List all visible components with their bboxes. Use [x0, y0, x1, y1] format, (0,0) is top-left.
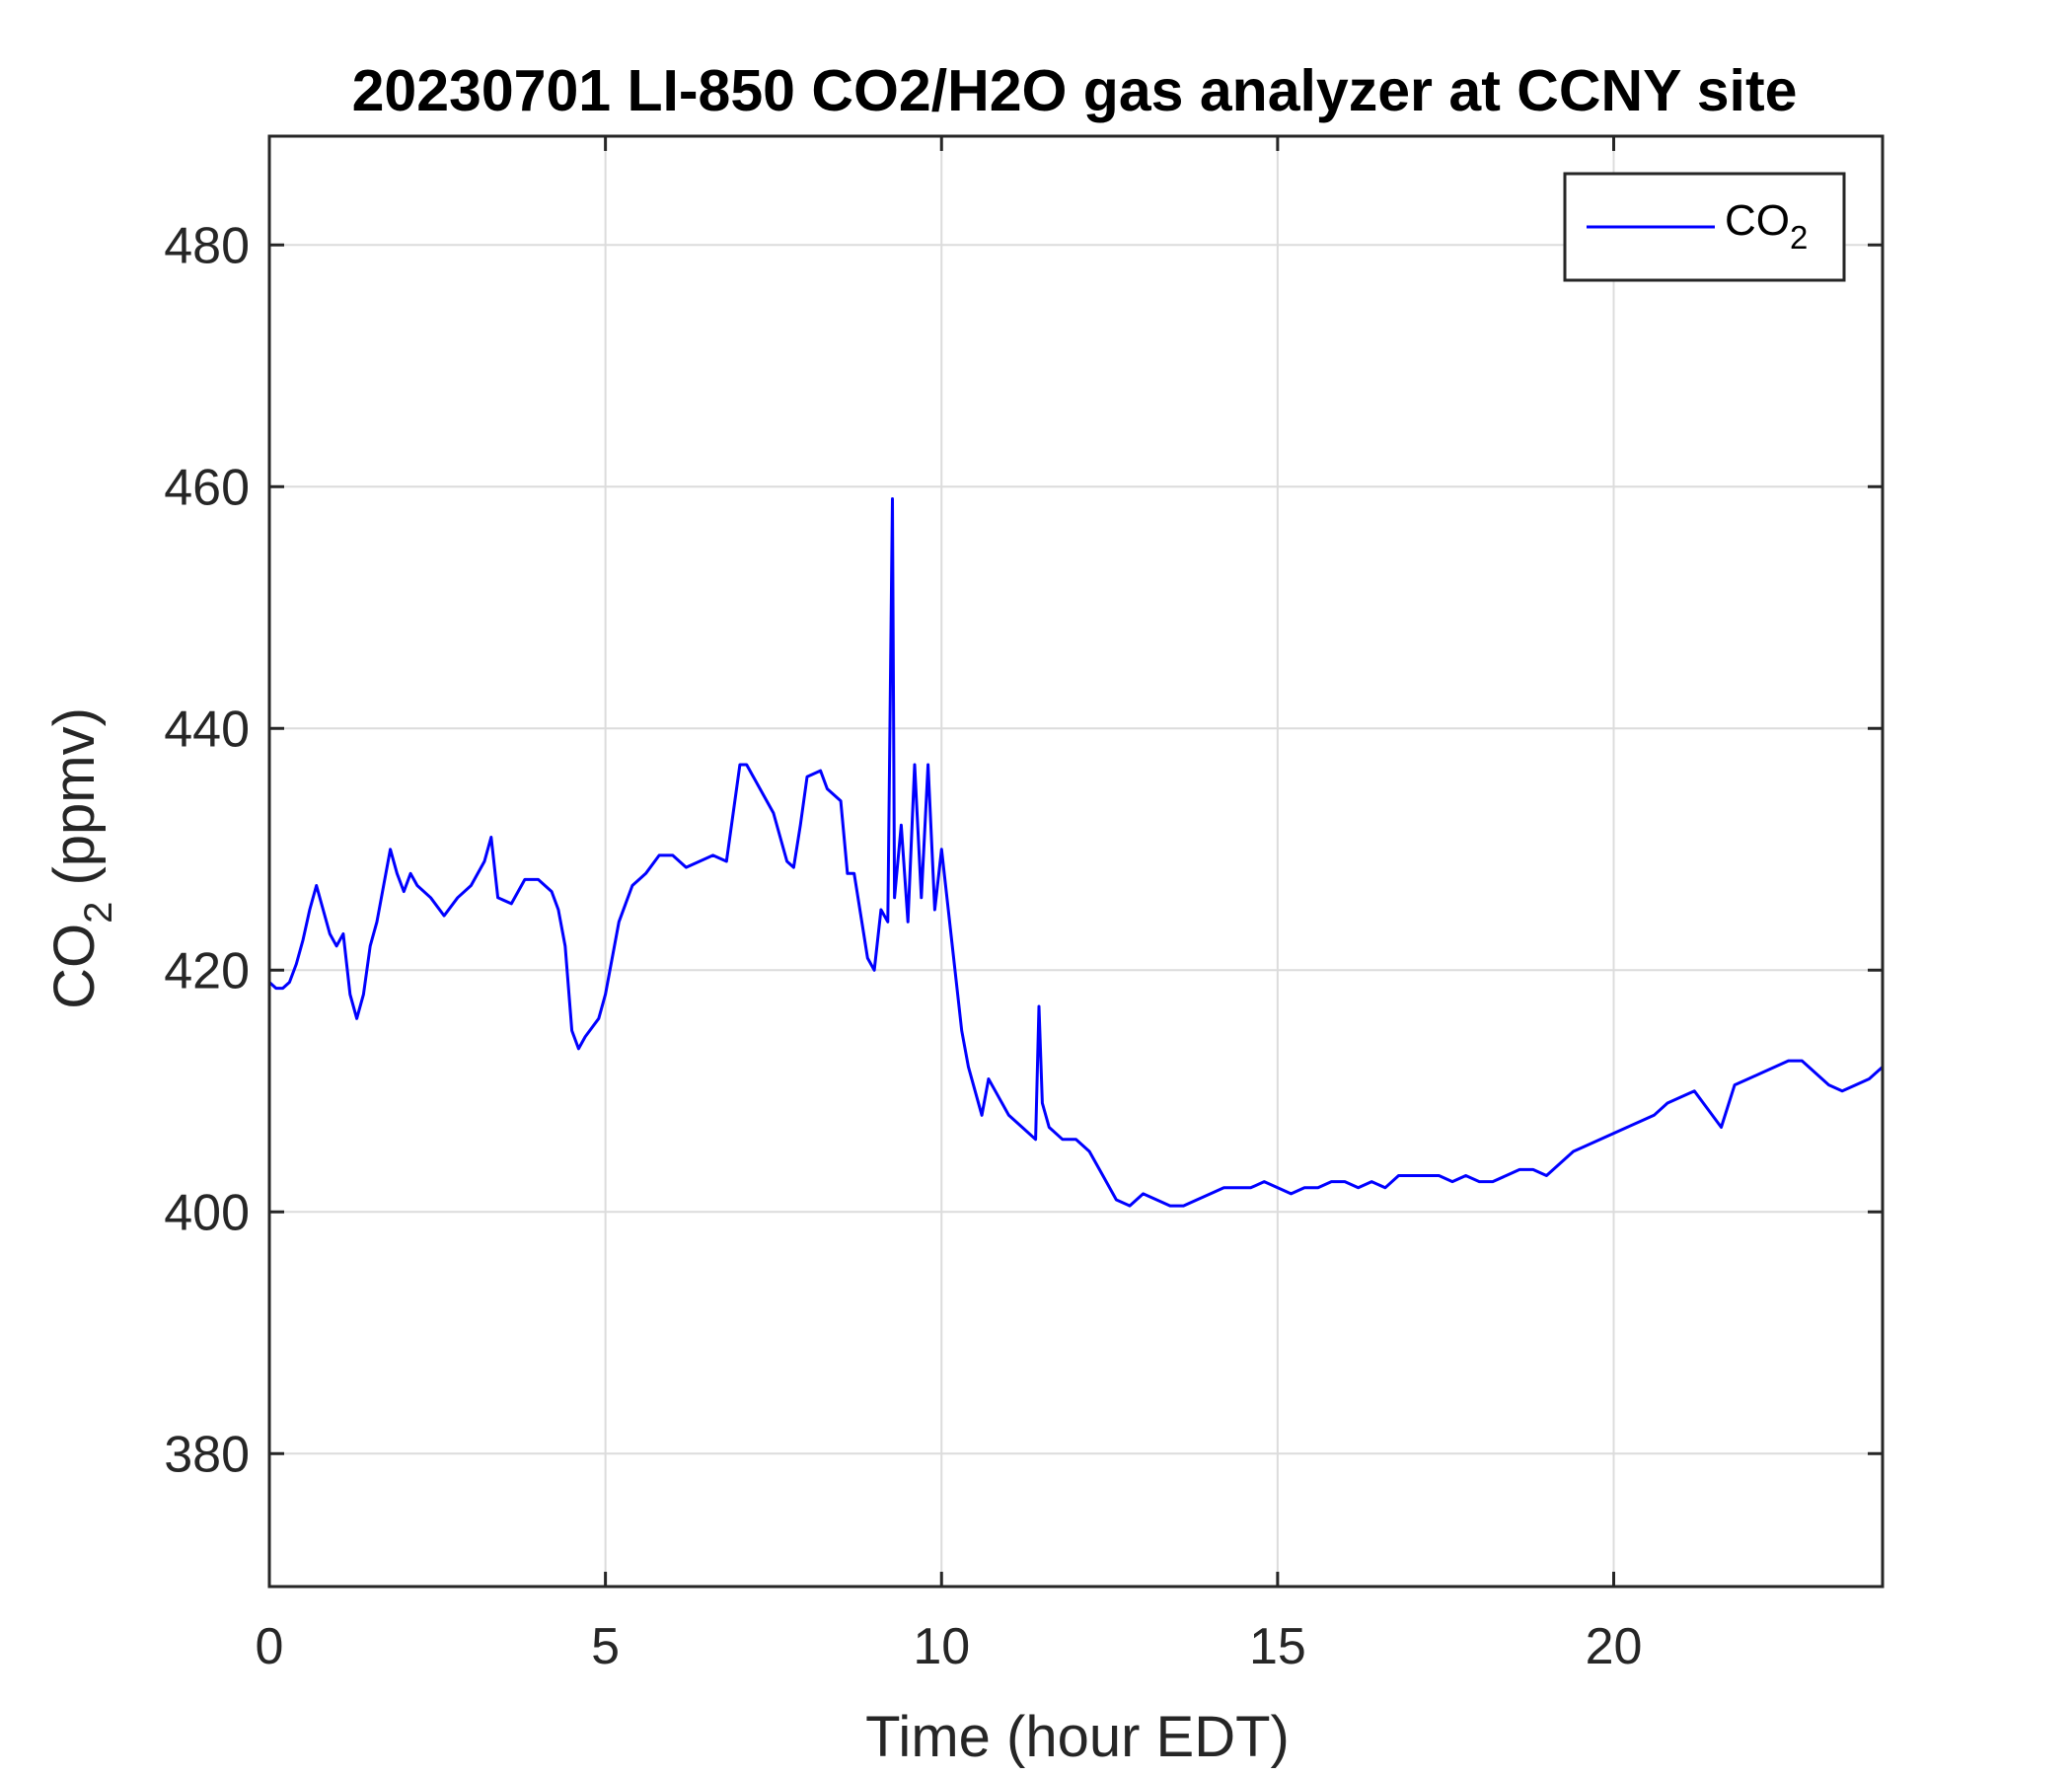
x-axis-label: Time (hour EDT)	[865, 1705, 1290, 1769]
y-axis-label: CO2 (ppmv)	[42, 707, 120, 1009]
plot-area-frame	[267, 134, 1885, 1589]
y-tick-label: 480	[164, 217, 250, 274]
chart-title: 20230701 LI-850 CO2/H2O gas analyzer at …	[352, 58, 1798, 123]
data-series-group	[267, 497, 1885, 1208]
x-tick-label: 5	[591, 1618, 620, 1675]
x-tick-label: 10	[913, 1618, 970, 1675]
x-tick-label: 20	[1586, 1618, 1643, 1675]
y-axis-label-subscript: 2	[77, 902, 120, 924]
y-tick-label: 420	[164, 942, 250, 999]
y-tick-label: 440	[164, 701, 250, 758]
legend-entry-base: CO	[1725, 196, 1790, 245]
y-axis-label-rest: (ppmv)	[42, 707, 107, 902]
y-tick-label: 400	[164, 1184, 250, 1241]
legend: CO2	[1563, 172, 1846, 282]
y-axis-label-base: CO	[42, 924, 107, 1009]
legend-entry-subscript: 2	[1790, 219, 1808, 256]
legend-entry-co2: CO2	[1725, 196, 1808, 256]
axis-ticks: 0 5 10 15 20 380 400 420 440 460 480	[164, 136, 1883, 1675]
y-tick-label: 460	[164, 459, 250, 516]
x-tick-label: 0	[256, 1618, 284, 1675]
x-tick-label: 15	[1249, 1618, 1306, 1675]
y-tick-label: 380	[164, 1426, 250, 1483]
series-line-co2	[267, 497, 1885, 1208]
